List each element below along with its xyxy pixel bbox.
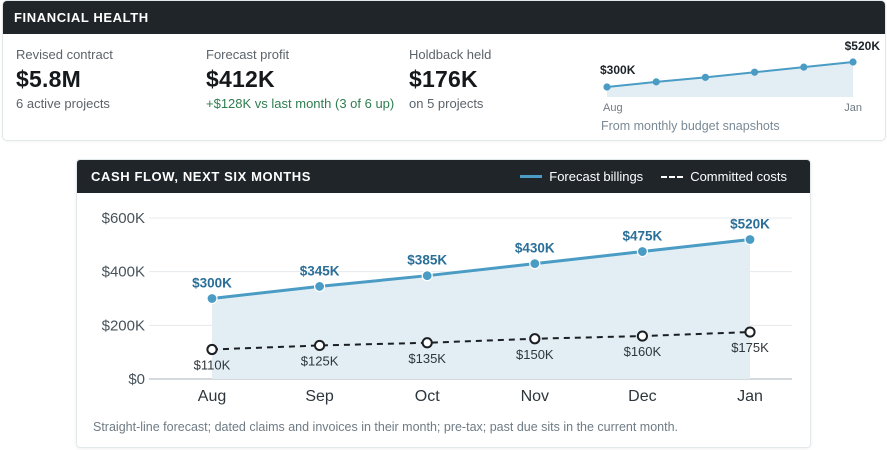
billings-data-label: $430K xyxy=(515,241,555,256)
sparkline-point xyxy=(701,73,709,81)
sparkline-x-start: Aug xyxy=(603,102,623,114)
x-tick-label: Dec xyxy=(628,388,656,405)
sparkline-note: From monthly budget snapshots xyxy=(601,119,780,133)
metric-label: Revised contract xyxy=(16,47,113,62)
sparkline-point xyxy=(800,63,808,71)
profit-sparkline: $300K $520K Aug Jan xyxy=(600,39,881,114)
costs-data-label: $150K xyxy=(516,347,554,362)
costs-point xyxy=(636,330,649,342)
costs-line xyxy=(211,331,751,351)
x-tick-label: Aug xyxy=(198,388,226,405)
costs-data-label: $135K xyxy=(408,351,446,366)
billings-point xyxy=(421,270,433,282)
y-tick-label: $200K xyxy=(102,317,145,334)
chart-legend: Forecast billings Committed costs xyxy=(520,160,787,193)
cash-flow-title: CASH FLOW, NEXT SIX MONTHS xyxy=(91,169,311,184)
billings-area xyxy=(212,239,750,379)
sparkline-point xyxy=(603,83,611,91)
legend-item-forecast-billings: Forecast billings xyxy=(520,169,643,184)
sparkline-start-label: $300K xyxy=(600,63,636,77)
financial-health-card: FINANCIAL HEALTH Revised contract $5.8M … xyxy=(3,1,885,140)
sparkline-x-end: Jan xyxy=(844,102,862,114)
chart-footnote: Straight-line forecast; dated claims and… xyxy=(93,420,679,434)
cash-flow-header: CASH FLOW, NEXT SIX MONTHS Forecast bill… xyxy=(77,160,810,193)
x-tick-label: Nov xyxy=(521,388,549,405)
cash-flow-card: CASH FLOW, NEXT SIX MONTHS Forecast bill… xyxy=(77,160,810,447)
costs-point xyxy=(421,337,433,349)
metric-label: Forecast profit xyxy=(206,47,290,62)
metric-label: Holdback held xyxy=(409,47,492,62)
costs-point xyxy=(529,333,541,345)
costs-point xyxy=(744,326,756,338)
sparkline-point xyxy=(751,68,759,76)
billings-point xyxy=(744,233,756,246)
legend-label: Committed costs xyxy=(690,169,787,184)
billings-data-label: $475K xyxy=(623,229,663,244)
billings-point xyxy=(206,292,218,305)
costs-point xyxy=(206,343,218,356)
billings-data-label: $300K xyxy=(192,276,232,291)
costs-data-label: $125K xyxy=(301,353,339,368)
costs-data-label: $160K xyxy=(624,344,662,359)
sparkline-area xyxy=(607,62,853,97)
financial-health-title: FINANCIAL HEALTH xyxy=(3,1,885,34)
sparkline-end-label: $520K xyxy=(845,39,881,53)
billings-data-label: $520K xyxy=(730,216,770,231)
legend-item-committed-costs: Committed costs xyxy=(661,169,787,184)
metric-subtext: on 5 projects xyxy=(409,96,484,111)
billings-point xyxy=(636,245,649,258)
metric-revised-contract: Revised contract $5.8M 6 active projects xyxy=(16,47,113,111)
legend-swatch-dashed xyxy=(661,175,684,178)
metric-subtext-positive: +$128K vs last month (3 of 6 up) xyxy=(206,96,395,111)
billings-line xyxy=(211,237,751,300)
sparkline-line xyxy=(606,61,854,88)
y-tick-label: $400K xyxy=(102,264,145,281)
costs-data-label: $110K xyxy=(194,357,231,372)
sparkline-point xyxy=(849,58,857,66)
metric-subtext: 6 active projects xyxy=(16,96,110,111)
y-tick-label: $0 xyxy=(128,371,145,388)
metric-holdback-held: Holdback held $176K on 5 projects xyxy=(409,47,491,111)
metric-value: $412K xyxy=(206,66,275,92)
billings-point xyxy=(314,280,326,293)
billings-data-label: $345K xyxy=(300,263,340,278)
y-tick-label: $600K xyxy=(102,210,145,227)
legend-label: Forecast billings xyxy=(549,169,644,184)
costs-data-label: $175K xyxy=(731,340,769,355)
legend-swatch-solid xyxy=(520,175,543,178)
x-tick-label: Oct xyxy=(415,388,440,405)
x-tick-label: Sep xyxy=(305,388,334,405)
billings-data-label: $385K xyxy=(407,253,447,268)
costs-point xyxy=(314,339,326,352)
metric-value: $176K xyxy=(409,66,478,92)
metric-value: $5.8M xyxy=(16,66,81,92)
sparkline-point xyxy=(652,78,660,86)
x-tick-label: Jan xyxy=(737,388,763,405)
billings-point xyxy=(529,258,541,270)
cash-flow-chart: $0 $200K $400K $600K Aug Sep Oct Nov Dec Jan $300K… xyxy=(102,210,792,405)
metric-forecast-profit: Forecast profit $412K +$128K vs last mon… xyxy=(206,47,394,111)
